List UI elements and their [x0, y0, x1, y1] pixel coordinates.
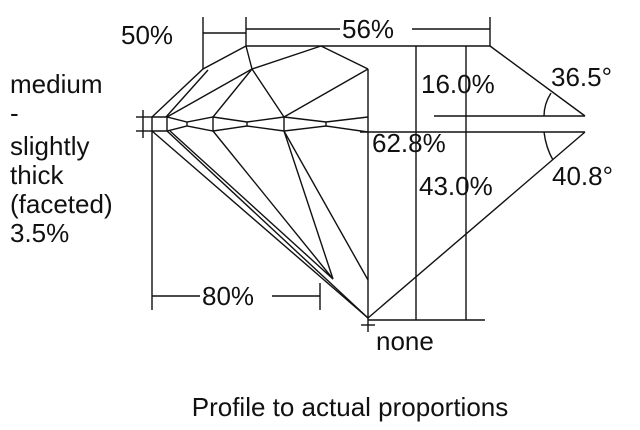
girdle-label-line: 3.5% — [10, 218, 69, 248]
table-percent-label: 56% — [342, 14, 394, 44]
girdle-label: medium - slightly thick (faceted) 3.5% — [10, 69, 113, 248]
crown-angle-label: 36.5° — [551, 62, 612, 92]
caption: Profile to actual proportions — [192, 392, 509, 422]
girdle-label-line: (faceted) — [10, 189, 113, 219]
pavilion-depth-label: 43.0% — [419, 171, 493, 201]
diamond-profile — [136, 45, 586, 332]
dimension-lines — [151, 17, 554, 321]
crown-height-label: 16.0% — [421, 69, 495, 99]
total-depth-label: 62.8% — [372, 128, 446, 158]
girdle-label-line: thick — [10, 160, 64, 190]
girdle-label-line: medium — [10, 69, 102, 99]
girdle-label-line: - — [10, 98, 19, 128]
girdle-label-line: slightly — [10, 131, 89, 161]
pavilion-angle-label: 40.8° — [552, 161, 613, 191]
culet-label: none — [376, 326, 434, 356]
star-percent-label: 50% — [121, 20, 173, 50]
lower-half-label: 80% — [202, 281, 254, 311]
